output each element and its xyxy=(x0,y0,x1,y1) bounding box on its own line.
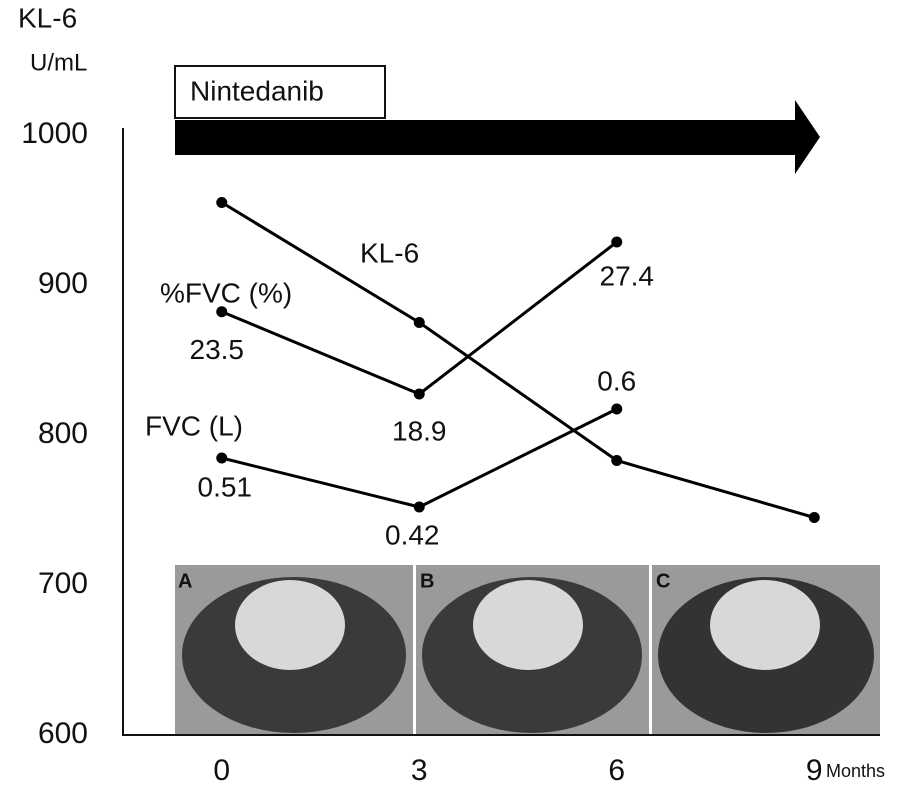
data-point xyxy=(611,237,622,248)
y-tick-label: 600 xyxy=(38,717,88,750)
series-label: FVC (L) xyxy=(145,410,243,441)
data-point xyxy=(216,197,227,208)
panel-label: B xyxy=(420,570,434,592)
data-point xyxy=(611,455,622,466)
y-tick-label: 900 xyxy=(38,267,88,300)
annotation: Nintedanib xyxy=(190,75,324,106)
data-point xyxy=(809,512,820,523)
y-tick-label: 700 xyxy=(38,567,88,600)
panel-label: A xyxy=(178,570,192,592)
x-tick-label: 9 xyxy=(806,754,823,787)
data-label: 0.6 xyxy=(597,365,636,396)
series-label: KL-6 xyxy=(360,237,419,268)
ct-images xyxy=(175,565,880,735)
series-label: %FVC (%) xyxy=(160,277,292,308)
x-tick-label: 3 xyxy=(411,754,428,787)
ct-heart xyxy=(235,580,345,670)
data-point xyxy=(414,389,425,400)
page: KL-6 U/mL Months Nintedanib A B C 600 700 800… xyxy=(0,0,916,792)
series-line xyxy=(222,203,815,518)
data-label: 0.42 xyxy=(385,519,440,550)
y-tick-label: 800 xyxy=(38,417,88,450)
y-tick-label: 1000 xyxy=(21,117,88,150)
data-point xyxy=(414,317,425,328)
data-label: 27.4 xyxy=(600,260,655,291)
x-tick-label: 6 xyxy=(608,754,625,787)
data-point xyxy=(414,502,425,513)
data-point xyxy=(611,404,622,415)
y-axis-label: KL-6 xyxy=(18,2,77,33)
data-label: 0.51 xyxy=(198,471,253,502)
data-label: 18.9 xyxy=(392,415,447,446)
y-axis-unit: U/mL xyxy=(30,49,87,76)
x-tick-label: 0 xyxy=(213,754,230,787)
chart: KL-6 U/mL Months Nintedanib A B C 600 700 800… xyxy=(0,0,916,792)
data-label: 23.5 xyxy=(190,334,245,365)
panel-label: C xyxy=(656,570,670,592)
x-axis-unit: Months xyxy=(826,761,885,781)
data-point xyxy=(216,453,227,464)
ct-heart xyxy=(473,580,583,670)
ct-heart xyxy=(710,580,820,670)
